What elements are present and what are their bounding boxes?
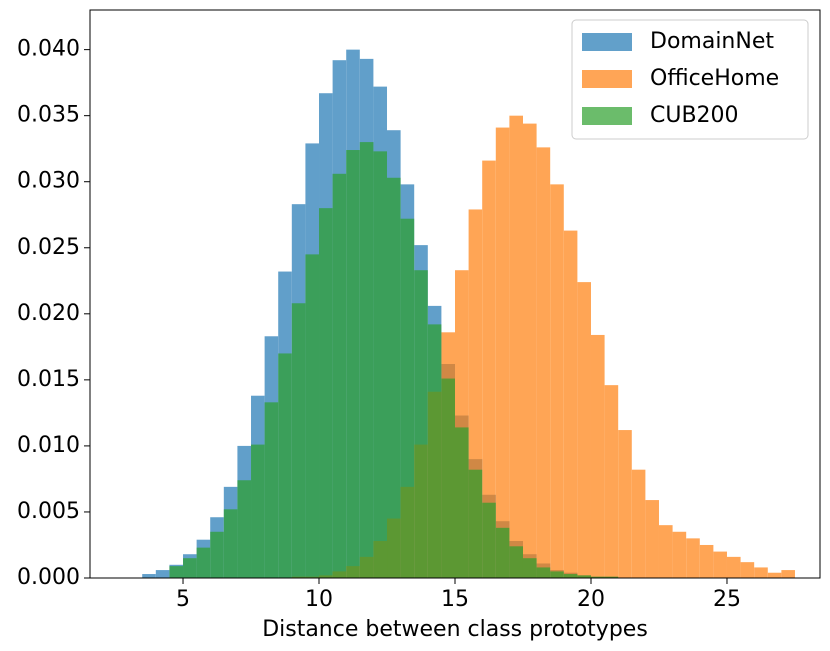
bar (373, 151, 388, 578)
bar (223, 509, 238, 578)
bar (210, 531, 224, 578)
bar (590, 334, 605, 578)
x-axis-label: Distance between class prototypes (262, 617, 648, 642)
bar (604, 385, 619, 578)
bar (332, 173, 347, 578)
bar (672, 531, 687, 578)
bar (686, 538, 700, 578)
bar (550, 571, 564, 578)
bar (577, 575, 591, 578)
bar (400, 218, 415, 578)
bar (550, 184, 564, 578)
y-tick-label: 0.000 (17, 565, 80, 590)
bar (455, 427, 469, 578)
bar (699, 544, 714, 578)
bar (563, 230, 578, 579)
bar (563, 574, 578, 578)
bar (196, 547, 211, 578)
bar (414, 270, 428, 578)
x-tick-label: 25 (713, 587, 741, 612)
bar (482, 502, 496, 578)
bar (767, 572, 782, 578)
x-tick-label: 20 (577, 587, 605, 612)
bar (536, 147, 551, 578)
bar (495, 527, 510, 578)
bar (183, 558, 197, 578)
bar (645, 500, 659, 578)
legend-swatch (582, 107, 632, 125)
bar (522, 123, 537, 578)
y-tick-label: 0.015 (17, 367, 80, 392)
legend-swatch (582, 70, 632, 88)
bar (441, 378, 455, 578)
bar (482, 160, 496, 578)
y-tick-label: 0.030 (17, 169, 80, 194)
bar (427, 324, 442, 578)
bar (237, 480, 252, 578)
legend-label: OfficeHome (650, 66, 779, 91)
y-tick-label: 0.040 (17, 37, 80, 62)
bar (468, 469, 483, 578)
bar (305, 254, 320, 579)
y-tick-label: 0.005 (17, 499, 80, 524)
y-tick-label: 0.010 (17, 433, 80, 458)
bar (590, 576, 605, 578)
y-tick-label: 0.020 (17, 301, 80, 326)
y-tick-label: 0.025 (17, 235, 80, 260)
bar (319, 208, 333, 579)
bar (726, 556, 741, 578)
bar (522, 558, 537, 578)
bar (713, 551, 727, 578)
x-tick-label: 5 (176, 587, 190, 612)
legend-label: DomainNet (650, 29, 774, 54)
bar (251, 444, 265, 578)
bar (509, 546, 523, 578)
y-tick-label: 0.035 (17, 103, 80, 128)
bar (577, 282, 591, 578)
bar (754, 567, 768, 578)
x-tick-label: 15 (441, 587, 469, 612)
bar (604, 576, 619, 578)
bar (155, 570, 170, 578)
bar (740, 562, 755, 578)
bar (495, 127, 510, 578)
bar (387, 177, 401, 579)
bar (658, 525, 673, 578)
bar (346, 150, 360, 578)
series (169, 142, 619, 579)
bar (631, 469, 646, 578)
bar (264, 402, 279, 578)
bar (781, 570, 795, 578)
bar (291, 303, 306, 578)
bar (509, 115, 523, 579)
bar (359, 142, 374, 578)
bar (142, 574, 156, 578)
x-tick-label: 10 (305, 587, 333, 612)
bar (536, 567, 551, 578)
bar (278, 353, 292, 578)
legend-label: CUB200 (650, 103, 739, 128)
legend-swatch (582, 33, 632, 51)
bar (618, 430, 632, 578)
bar (169, 566, 184, 578)
